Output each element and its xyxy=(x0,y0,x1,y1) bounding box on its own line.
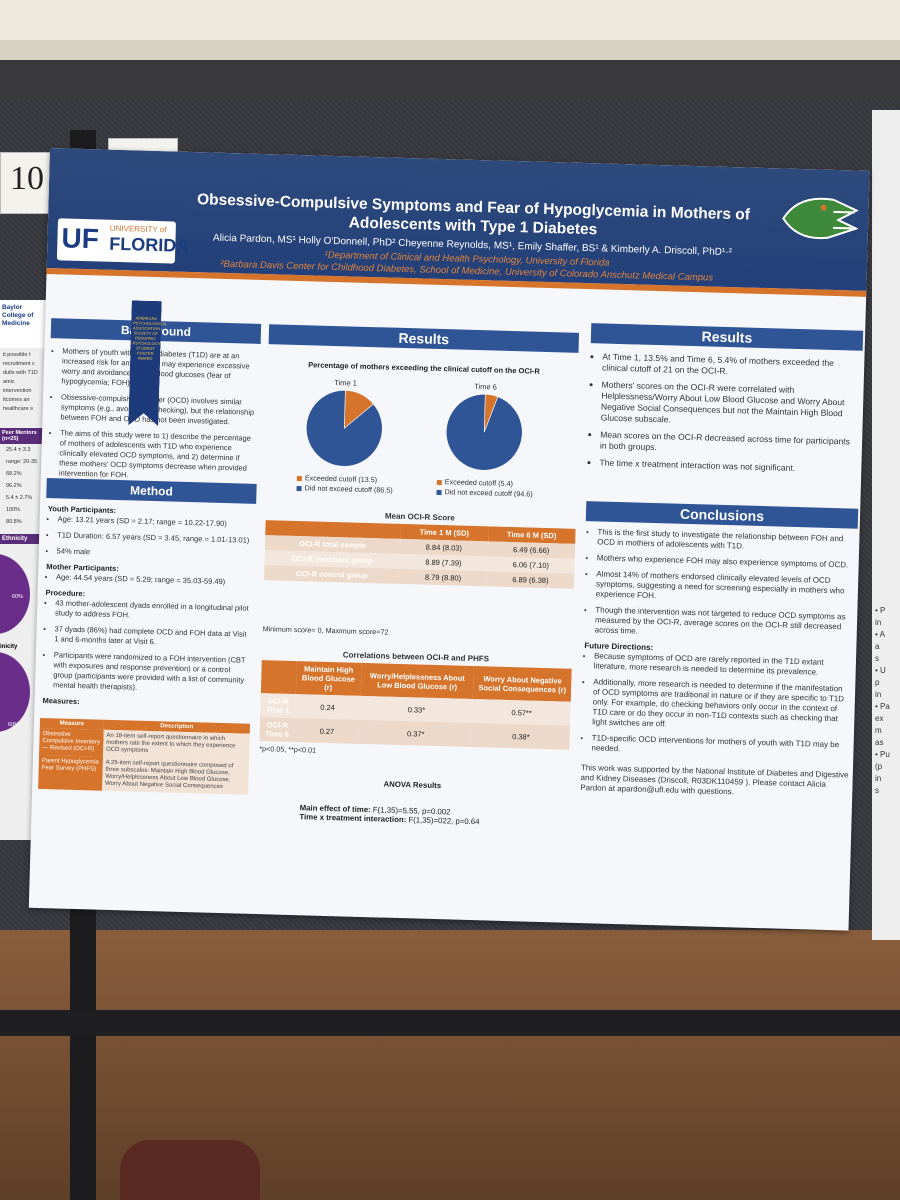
peer-mentors-heading: Peer Mentors (n=25) xyxy=(0,428,46,444)
pie-slice-not-exceeded-time6 xyxy=(445,393,523,471)
mean-score-table: Time 1 M (SD) Time 6 M (SD) OCI-R total … xyxy=(264,520,576,589)
pie-legend-time1: Exceeded cutoff (13.5) Did not exceed cu… xyxy=(296,473,393,496)
left-pie-2: 60% xyxy=(0,650,46,740)
research-poster: UF UNIVERSITY of FLORIDA Obsessive-Compu… xyxy=(28,148,870,931)
board-number-10: 10 xyxy=(0,152,54,214)
pie-chart-time6 xyxy=(445,393,523,471)
award-ribbon-text: AMERICAN PSYCHOLOGICAL ASSOCIATION SOCIE… xyxy=(132,315,168,361)
anova-title: ANOVA Results xyxy=(383,779,442,791)
pie-legend-time6: Exceeded cutoff (5.4) Did not exceed cut… xyxy=(436,477,533,500)
results-heading-middle: Results xyxy=(268,324,580,353)
peer-mentor-stats: 25.4 ± 3.3 range: 20-35 68.2% 96.2% 5.4 ± … xyxy=(6,447,38,525)
baylor-logo: Baylor College of Medicine xyxy=(0,300,46,348)
left-poster-text: it possible t recruitment c dults with T1… xyxy=(3,352,38,412)
wall-trim xyxy=(0,0,900,40)
mean-score-note: Minimum score= 0, Maximum score=72 xyxy=(262,624,389,637)
gator-logo-icon xyxy=(782,197,859,240)
board-bottom-rail xyxy=(0,1010,900,1036)
chair xyxy=(120,1140,260,1200)
results-heading-right: Results xyxy=(590,323,864,351)
correlation-note: *p<0.05, **p<0.01 xyxy=(259,744,317,755)
pie-chart-title: Percentage of mothers exceeding the clin… xyxy=(308,360,540,376)
poster-banner: UF UNIVERSITY of FLORIDA Obsessive-Compu… xyxy=(46,148,870,297)
ethnicity-heading: Ethnicity xyxy=(0,534,46,544)
left-label-2: inicity xyxy=(0,644,18,650)
measures-table: Measure Description Obsessive Compulsive … xyxy=(38,717,251,795)
left-pie-1: 60% xyxy=(0,544,46,644)
results-summary: At Time 1, 13.5% and Time 6, 5.4% of mot… xyxy=(589,351,860,481)
method-text: Youth Participants: Age: 13.21 years (SD… xyxy=(42,504,254,712)
pie-chart-time1 xyxy=(305,390,383,467)
conclusions-text: This is the first study to investigate t… xyxy=(580,527,855,805)
anova-results: Main effect of time: F(1,35)=5.55, p=0.0… xyxy=(299,803,480,827)
correlation-table: Maintain High Blood Glucose (r) Worry/He… xyxy=(259,660,572,750)
board-top-rail xyxy=(0,60,900,100)
pie-slice-not-exceeded-time1 xyxy=(305,390,383,467)
conclusions-heading: Conclusions xyxy=(585,501,859,529)
